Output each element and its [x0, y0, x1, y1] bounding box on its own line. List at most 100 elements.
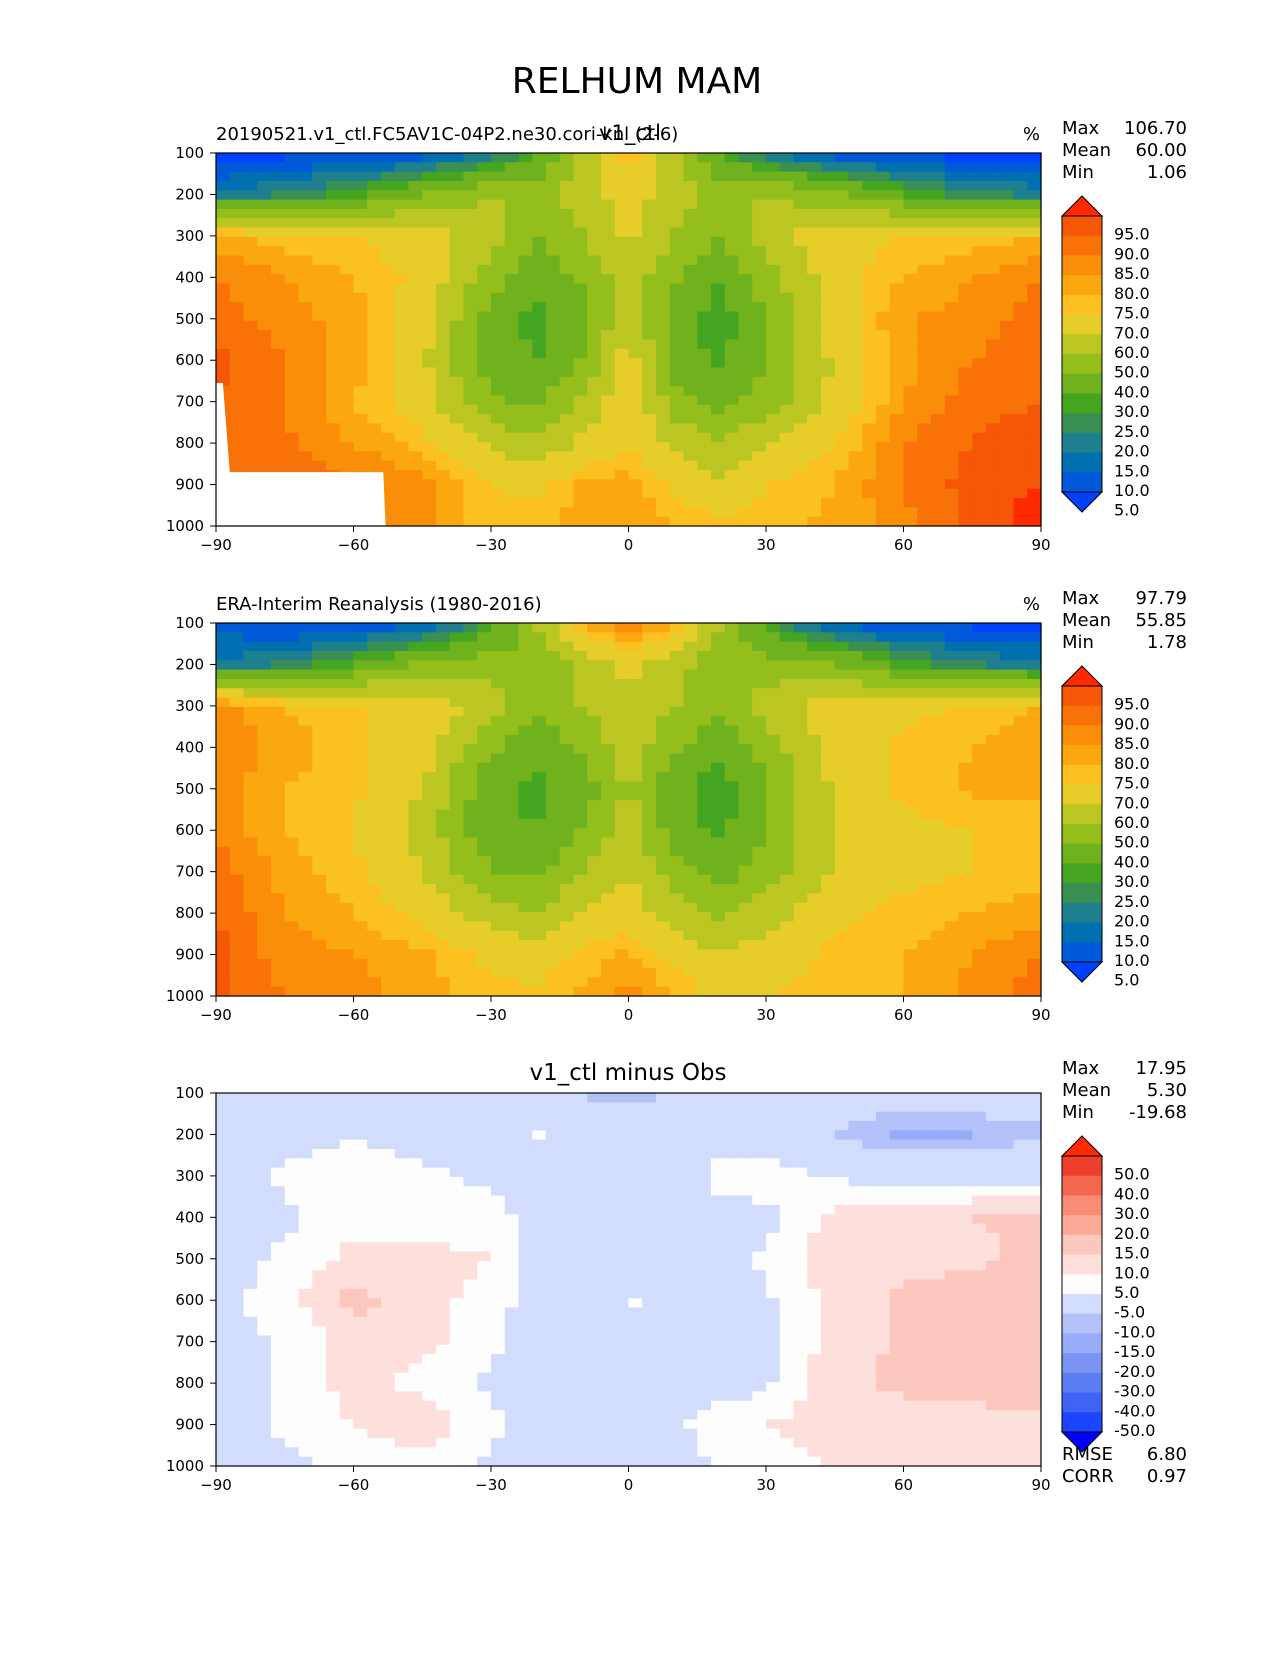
heatmap-cell [794, 968, 808, 978]
heatmap-cell [422, 959, 436, 969]
heatmap-cell [931, 632, 945, 642]
heatmap-cell [326, 688, 340, 698]
heatmap-cell [560, 386, 574, 396]
heatmap-cell [257, 903, 271, 913]
heatmap-cell [367, 921, 381, 931]
heatmap-cell [917, 903, 931, 913]
heatmap-cell [766, 153, 780, 163]
colorbar-tick-label: 5.0 [1114, 501, 1139, 520]
heatmap-cell [739, 931, 753, 941]
heatmap-cell [367, 312, 381, 322]
heatmap-cell [986, 716, 1000, 726]
heatmap-cell [697, 228, 711, 238]
heatmap-cell [422, 172, 436, 182]
heatmap-cell [642, 367, 656, 377]
heatmap-cell [876, 395, 890, 405]
heatmap-cell [656, 181, 670, 191]
heatmap-cell [312, 977, 326, 987]
heatmap-cell [876, 977, 890, 987]
heatmap-cell [244, 330, 258, 340]
heatmap-cell [917, 968, 931, 978]
heatmap-cell [821, 959, 835, 969]
heatmap-cell [876, 847, 890, 857]
heatmap-cell [670, 987, 684, 997]
heatmap-cell [629, 312, 643, 322]
heatmap-cell [766, 670, 780, 680]
colorbar-segment [1062, 883, 1102, 903]
heatmap-cell [436, 670, 450, 680]
heatmap-cell [1000, 726, 1014, 736]
heatmap-cell [436, 837, 450, 847]
heatmap-cell [656, 321, 670, 331]
heatmap-cell [752, 865, 766, 875]
heatmap-cell [972, 903, 986, 913]
heatmap-cell [807, 819, 821, 829]
heatmap-cell [505, 754, 519, 764]
heatmap-cell [340, 931, 354, 941]
heatmap-cell [972, 451, 986, 461]
heatmap-cell [972, 479, 986, 489]
heatmap-cell [1000, 707, 1014, 717]
heatmap-cell [381, 172, 395, 182]
heatmap-cell [931, 489, 945, 499]
heatmap-cell [642, 856, 656, 866]
heatmap-cell [436, 358, 450, 368]
heatmap-cell [766, 200, 780, 210]
heatmap-cell [326, 367, 340, 377]
heatmap-cell [972, 940, 986, 950]
heatmap-cell [876, 810, 890, 820]
heatmap-cell [436, 884, 450, 894]
heatmap-cell [422, 340, 436, 350]
heatmap-cell [780, 875, 794, 885]
heatmap-cell [945, 274, 959, 284]
heatmap-cell [807, 726, 821, 736]
heatmap-cell [312, 312, 326, 322]
heatmap-cell [381, 791, 395, 801]
heatmap-cell [629, 470, 643, 480]
heatmap-cell [780, 660, 794, 670]
heatmap-cell [986, 414, 1000, 424]
heatmap-cell [766, 679, 780, 689]
heatmap-cell [917, 837, 931, 847]
heatmap-cell [326, 735, 340, 745]
heatmap-cell [271, 716, 285, 726]
heatmap-cell [491, 632, 505, 642]
heatmap-cell [491, 302, 505, 312]
heatmap-cell [257, 912, 271, 922]
heatmap-cell [216, 912, 230, 922]
heatmap-cell [986, 367, 1000, 377]
heatmap-cell [395, 763, 409, 773]
heatmap-cell [395, 489, 409, 499]
heatmap-cell [862, 977, 876, 987]
heatmap-cell [546, 498, 560, 508]
heatmap-cell [546, 828, 560, 838]
heatmap-cell [862, 293, 876, 303]
heatmap-cell [326, 642, 340, 652]
heatmap-cell [422, 395, 436, 405]
stat-min-label: Min [1062, 632, 1094, 653]
heatmap-cell [615, 228, 629, 238]
heatmap-cell [697, 498, 711, 508]
heatmap-cell [574, 959, 588, 969]
heatmap-cell [835, 461, 849, 471]
heatmap-cell [986, 875, 1000, 885]
heatmap-cell [766, 246, 780, 256]
heatmap-cell [532, 679, 546, 689]
heatmap-cell [422, 200, 436, 210]
heatmap-cell [299, 256, 313, 266]
heatmap-cell [890, 162, 904, 172]
heatmap-cell [821, 642, 835, 652]
heatmap-cell [656, 302, 670, 312]
heatmap-cell [931, 744, 945, 754]
heatmap-cell [959, 172, 973, 182]
heatmap-cell [409, 744, 423, 754]
heatmap-cell [450, 442, 464, 452]
heatmap-cell [381, 977, 395, 987]
heatmap-cell [326, 293, 340, 303]
heatmap-cell [1014, 209, 1028, 219]
heatmap-cell [821, 968, 835, 978]
heatmap-cell [464, 670, 478, 680]
heatmap-cell [904, 246, 918, 256]
heatmap-cell [697, 903, 711, 913]
